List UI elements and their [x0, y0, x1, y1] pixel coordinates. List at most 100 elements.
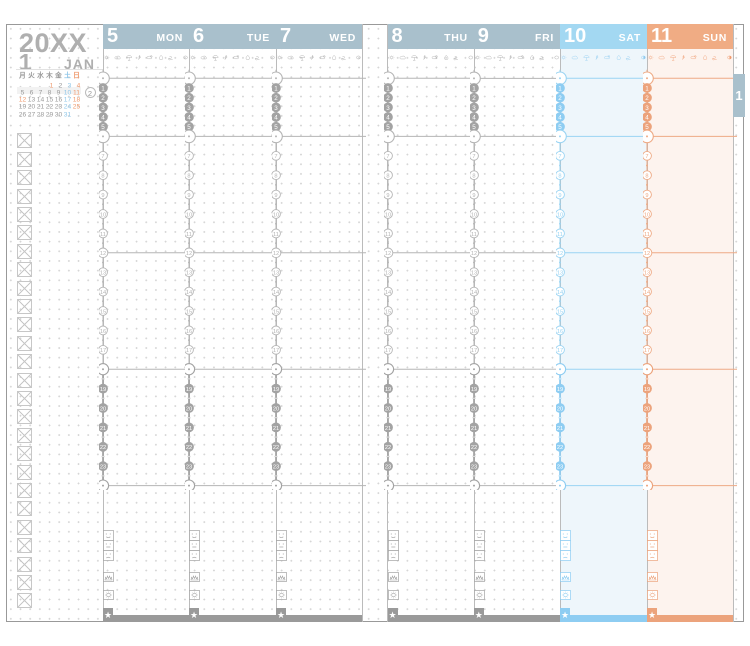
svg-text:1: 1	[187, 86, 191, 93]
svg-text:7: 7	[645, 154, 648, 160]
svg-text:10: 10	[644, 212, 650, 218]
svg-text:21: 21	[644, 426, 650, 432]
svg-text:17: 17	[186, 348, 192, 354]
svg-text:15: 15	[471, 309, 477, 315]
svg-text:15: 15	[384, 309, 390, 315]
svg-text:13: 13	[384, 271, 390, 277]
svg-text:10: 10	[100, 212, 106, 218]
svg-text:23: 23	[471, 465, 477, 471]
svg-text:11: 11	[644, 232, 650, 238]
svg-text:17: 17	[471, 348, 477, 354]
svg-text:19: 19	[384, 387, 390, 393]
svg-text:12: 12	[557, 251, 563, 257]
svg-text:16: 16	[186, 329, 192, 335]
svg-text:11: 11	[557, 232, 563, 238]
svg-text:16: 16	[471, 329, 477, 335]
svg-text:9: 9	[645, 193, 648, 199]
svg-text:8: 8	[558, 174, 561, 180]
svg-text:3: 3	[645, 105, 649, 112]
svg-text:12: 12	[471, 251, 477, 257]
svg-text:22: 22	[100, 445, 106, 451]
svg-text:9: 9	[274, 193, 277, 199]
svg-text:10: 10	[273, 212, 279, 218]
svg-text:22: 22	[557, 445, 563, 451]
svg-text:13: 13	[100, 271, 106, 277]
svg-text:22: 22	[471, 445, 477, 451]
svg-text:15: 15	[100, 309, 106, 315]
svg-text:19: 19	[100, 387, 106, 393]
svg-text:4: 4	[645, 115, 649, 122]
svg-text:8: 8	[187, 174, 190, 180]
svg-text:3: 3	[386, 105, 390, 112]
svg-text:4: 4	[558, 115, 562, 122]
svg-text:8: 8	[645, 174, 648, 180]
svg-text:4: 4	[274, 115, 278, 122]
svg-text:21: 21	[471, 426, 477, 432]
svg-text:13: 13	[186, 271, 192, 277]
svg-text:15: 15	[644, 309, 650, 315]
svg-text:1: 1	[558, 86, 562, 93]
svg-text:21: 21	[100, 426, 106, 432]
svg-text:23: 23	[273, 465, 279, 471]
svg-text:19: 19	[644, 387, 650, 393]
svg-text:9: 9	[101, 193, 104, 199]
svg-text:21: 21	[186, 426, 192, 432]
svg-text:19: 19	[186, 387, 192, 393]
svg-text:8: 8	[472, 174, 475, 180]
svg-text:4: 4	[187, 115, 191, 122]
svg-text:9: 9	[472, 193, 475, 199]
svg-text:13: 13	[471, 271, 477, 277]
svg-text:22: 22	[384, 445, 390, 451]
svg-text:20: 20	[644, 406, 650, 412]
svg-text:20: 20	[557, 406, 563, 412]
svg-text:11: 11	[100, 232, 106, 238]
svg-text:20: 20	[186, 406, 192, 412]
svg-text:11: 11	[273, 232, 279, 238]
svg-text:8: 8	[101, 174, 104, 180]
svg-text:4: 4	[472, 115, 476, 122]
svg-text:10: 10	[186, 212, 192, 218]
svg-text:16: 16	[557, 329, 563, 335]
svg-text:13: 13	[273, 271, 279, 277]
svg-text:23: 23	[100, 465, 106, 471]
svg-text:12: 12	[186, 251, 192, 257]
svg-text:13: 13	[644, 271, 650, 277]
svg-text:15: 15	[557, 309, 563, 315]
svg-text:14: 14	[273, 290, 279, 296]
svg-text:22: 22	[186, 445, 192, 451]
svg-text:2: 2	[645, 95, 649, 102]
svg-text:2: 2	[187, 95, 191, 102]
svg-text:7: 7	[558, 154, 561, 160]
svg-text:7: 7	[101, 154, 104, 160]
svg-text:23: 23	[644, 465, 650, 471]
svg-text:3: 3	[187, 105, 191, 112]
svg-text:1: 1	[386, 86, 390, 93]
svg-text:16: 16	[273, 329, 279, 335]
svg-text:23: 23	[557, 465, 563, 471]
svg-text:17: 17	[644, 348, 650, 354]
svg-text:1: 1	[274, 86, 278, 93]
svg-text:21: 21	[273, 426, 279, 432]
svg-text:14: 14	[186, 290, 192, 296]
svg-text:23: 23	[186, 465, 192, 471]
svg-text:1: 1	[472, 86, 476, 93]
svg-text:20: 20	[100, 406, 106, 412]
svg-text:7: 7	[187, 154, 190, 160]
svg-text:1: 1	[101, 86, 105, 93]
svg-text:2: 2	[558, 95, 562, 102]
svg-text:9: 9	[558, 193, 561, 199]
svg-text:2: 2	[101, 95, 105, 102]
svg-text:16: 16	[384, 329, 390, 335]
svg-text:20: 20	[273, 406, 279, 412]
svg-text:12: 12	[273, 251, 279, 257]
svg-text:8: 8	[386, 174, 389, 180]
svg-text:2: 2	[386, 95, 390, 102]
svg-text:3: 3	[101, 105, 105, 112]
svg-text:3: 3	[558, 105, 562, 112]
svg-text:19: 19	[557, 387, 563, 393]
svg-text:12: 12	[384, 251, 390, 257]
svg-text:1: 1	[645, 86, 649, 93]
svg-text:21: 21	[384, 426, 390, 432]
svg-text:15: 15	[186, 309, 192, 315]
svg-text:14: 14	[557, 290, 563, 296]
